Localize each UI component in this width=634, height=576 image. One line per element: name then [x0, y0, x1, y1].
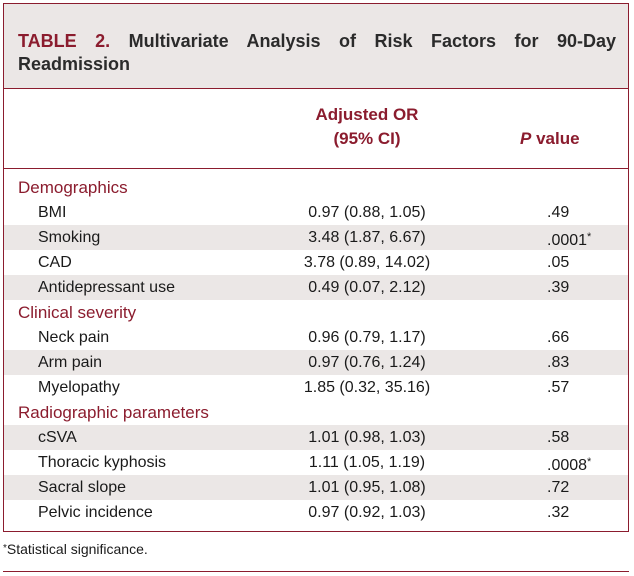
adjusted-or-cell: 1.85 (0.32, 35.16): [303, 379, 431, 396]
row-label: Sacral slope: [38, 479, 127, 496]
row-label: Arm pain: [38, 354, 103, 371]
footnote-text: Statistical significance.: [6, 541, 148, 557]
table-row: Arm pain 0.97 (0.76, 1.24) .83: [4, 350, 628, 375]
adjusted-or-cell: 1.01 (0.98, 1.03): [308, 429, 426, 446]
section-heading: Demographics: [18, 178, 128, 197]
table-row: cSVA 1.01 (0.98, 1.03) .58: [4, 425, 628, 450]
row-label: cSVA: [38, 429, 77, 446]
table-row: Antidepressant use 0.49 (0.07, 2.12) .39: [4, 275, 628, 300]
table-caption: TABLE 2. Multivariate Analysis of Risk F…: [4, 4, 628, 89]
table-row: Thoracic kyphosis 1.11 (1.05, 1.19) .0008*: [4, 450, 628, 475]
p-value-cell: .83: [547, 350, 569, 375]
p-value-text: .66: [547, 329, 570, 346]
p-value-cell: .05: [547, 250, 569, 275]
p-value-text: .72: [547, 479, 570, 496]
table-row: Myelopathy 1.85 (0.32, 35.16) .57: [4, 375, 628, 400]
section-heading: Clinical severity: [18, 303, 137, 322]
p-value-text: .83: [547, 354, 570, 371]
row-label: Neck pain: [38, 329, 110, 346]
p-value-cell: .57: [547, 375, 569, 400]
p-value-text: .32: [547, 504, 570, 521]
row-label: Antidepressant use: [38, 279, 175, 296]
adjusted-or-cell: 3.78 (0.89, 14.02): [303, 254, 431, 271]
table-row: BMI 0.97 (0.88, 1.05) .49: [4, 200, 628, 225]
p-value-text: .0001: [547, 232, 588, 249]
header-divider: [4, 168, 628, 169]
row-label: CAD: [38, 254, 72, 271]
adjusted-or-cell: 0.97 (0.92, 1.03): [308, 504, 426, 521]
table-container: TABLE 2. Multivariate Analysis of Risk F…: [3, 3, 629, 532]
p-value-header-rest: value: [531, 129, 580, 148]
p-value-header: P value: [520, 127, 630, 151]
p-value-cell: .49: [547, 200, 569, 225]
adjusted-or-cell: 0.96 (0.79, 1.17): [308, 329, 426, 346]
adjusted-or-header-line2: (95% CI): [333, 129, 401, 148]
table-row: Smoking 3.48 (1.87, 6.67) .0001*: [4, 225, 628, 250]
table-body: Demographics BMI 0.97 (0.88, 1.05) .49 Smoki…: [4, 169, 628, 525]
row-label: Pelvic incidence: [38, 504, 153, 521]
adjusted-or-cell: 1.11 (1.05, 1.19): [308, 454, 426, 471]
p-value-text: .58: [547, 429, 570, 446]
table-row: CAD 3.78 (0.89, 14.02) .05: [4, 250, 628, 275]
table-row: Neck pain 0.96 (0.79, 1.17) .66: [4, 325, 628, 350]
bottom-divider: [3, 571, 629, 572]
adjusted-or-cell: 1.01 (0.95, 1.08): [308, 479, 426, 496]
p-value-cell: .72: [547, 475, 569, 500]
row-label: Smoking: [38, 229, 101, 246]
significance-mark: *: [587, 456, 592, 468]
section-heading: Radiographic parameters: [18, 403, 209, 422]
adjusted-or-cell: 0.97 (0.76, 1.24): [308, 354, 426, 371]
row-label: Myelopathy: [38, 379, 120, 396]
table-title: Multivariate Analysis of Risk Factors fo…: [18, 31, 616, 74]
adjusted-or-cell: 0.49 (0.07, 2.12): [308, 279, 426, 296]
significance-mark: *: [587, 231, 592, 243]
p-value-text: .49: [547, 204, 570, 221]
p-value-text: .39: [547, 279, 570, 296]
adjusted-or-header-line1: Adjusted OR: [315, 105, 419, 124]
p-value-text: .57: [547, 379, 570, 396]
footnote: *Statistical significance.: [3, 541, 148, 557]
table-label: TABLE 2.: [18, 31, 111, 51]
p-value-text: .0008: [547, 457, 588, 474]
p-value-cell: .58: [547, 425, 569, 450]
table-header-row: Adjusted OR (95% CI) P value: [4, 89, 628, 169]
row-label: Thoracic kyphosis: [38, 454, 167, 471]
row-label: BMI: [38, 204, 67, 221]
p-value-header-italic: P: [520, 129, 532, 148]
p-value-cell: .0001*: [547, 225, 591, 253]
table-row: Sacral slope 1.01 (0.95, 1.08) .72: [4, 475, 628, 500]
adjusted-or-cell: 0.97 (0.88, 1.05): [308, 204, 426, 221]
table-row: Pelvic incidence 0.97 (0.92, 1.03) .32: [4, 500, 628, 525]
p-value-text: .05: [547, 254, 570, 271]
p-value-cell: .32: [547, 500, 569, 525]
p-value-cell: .66: [547, 325, 569, 350]
p-value-cell: .39: [547, 275, 569, 300]
adjusted-or-header: Adjusted OR (95% CI): [292, 103, 442, 151]
p-value-cell: .0008*: [547, 450, 591, 478]
adjusted-or-cell: 3.48 (1.87, 6.67): [308, 229, 426, 246]
footnote-mark: *: [3, 543, 7, 554]
